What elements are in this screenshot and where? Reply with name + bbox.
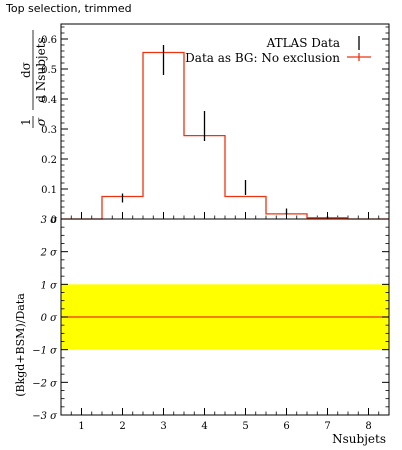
ratio-y-tick-label: −3 σ — [32, 411, 58, 422]
y-axis-label: 1 σ dσ d Nsubjets — [19, 30, 48, 128]
ratio-y-tick-label: −2 σ — [32, 378, 58, 389]
histogram-data-as-bg — [61, 51, 389, 220]
x-tick-label: 3 — [160, 421, 166, 432]
x-tick-label: 8 — [365, 421, 371, 432]
y-tick-label: 0.6 — [41, 35, 57, 46]
x-tick-label: 2 — [119, 421, 125, 432]
x-tick-label: 7 — [324, 421, 330, 432]
y-label-numerator: dσ — [19, 62, 33, 78]
ratio-y-tick-label: 1 σ — [41, 280, 59, 291]
y-label-prefix-num: 1 — [19, 118, 33, 126]
y-tick-label: 0.4 — [41, 95, 57, 106]
ratio-y-tick-label: 0 σ — [41, 313, 59, 324]
legend-label-data-as-bg: Data as BG: No exclusion — [185, 51, 340, 65]
y-tick-label: 0.3 — [41, 125, 57, 136]
x-tick-label: 1 — [78, 421, 84, 432]
x-tick-label: 5 — [242, 421, 248, 432]
y-zero-label: 0 — [51, 215, 57, 226]
ratio-plot-panel: −3 σ −2 σ −1 σ 0 σ 1 σ 2 σ 3 σ 1 2 3 4 5 6 7 8 — [32, 215, 390, 432]
y-tick-label: 0.5 — [41, 65, 57, 76]
y-tick-label: 0.1 — [41, 185, 57, 196]
legend-label-atlas-data: ATLAS Data — [266, 36, 340, 50]
y-label-denominator: d Nsubjets — [34, 37, 48, 102]
ratio-y-tick-label: −1 σ — [32, 346, 58, 357]
ratio-y-tick-label: 3 σ — [41, 215, 59, 226]
x-tick-label: 6 — [283, 421, 289, 432]
chart-title: Top selection, trimmed — [6, 2, 132, 15]
legend: ATLAS Data Data as BG: No exclusion — [185, 36, 371, 65]
y-tick-label: 0.2 — [41, 155, 57, 166]
x-tick-label: 4 — [201, 421, 207, 432]
x-axis-label: Nsubjets — [332, 432, 386, 446]
ratio-y-tick-label: 2 σ — [40, 248, 59, 259]
ratio-y-axis-label: (Bkgd+BSM)/Data — [14, 293, 27, 397]
y-label-prefix-den: σ — [34, 117, 48, 126]
